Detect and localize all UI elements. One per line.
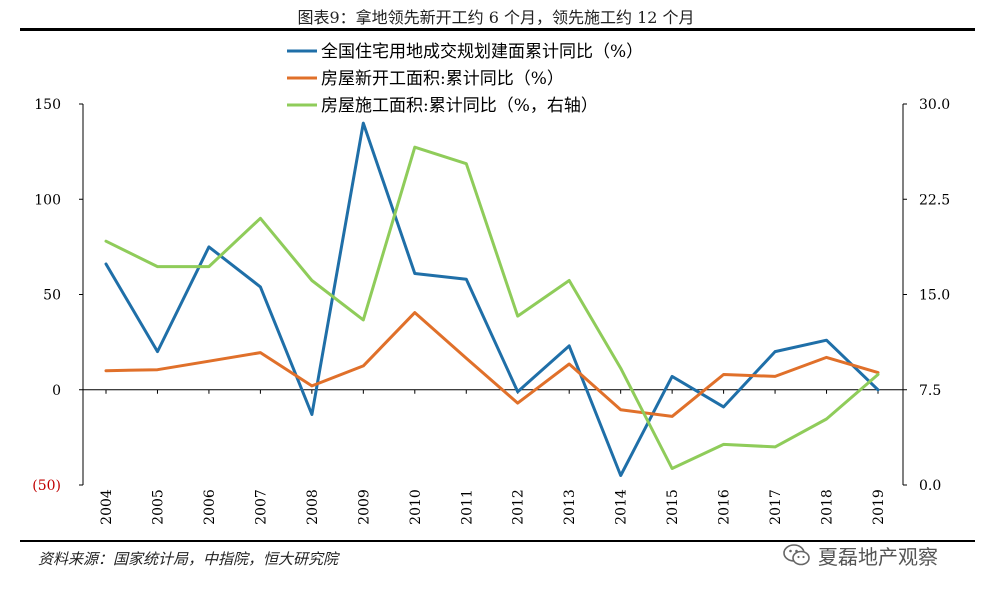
x-tick-label: 2005 xyxy=(150,489,166,525)
series-line-2 xyxy=(104,311,880,418)
bottom-rule xyxy=(20,540,975,542)
x-tick-label: 2014 xyxy=(614,489,630,525)
legend-label: 全国住宅用地成交规划建面累计同比（%） xyxy=(321,42,643,62)
source-note: 资料来源：国家统计局，中指院，恒大研究院 xyxy=(38,550,339,568)
x-tick-label: 2004 xyxy=(99,489,115,525)
left-tick-label: (50) xyxy=(32,478,61,494)
x-tick-label: 2018 xyxy=(820,489,836,525)
chart-title: 图表9：拿地领先新开工约 6 个月，领先施工约 12 个月 xyxy=(297,8,695,27)
watermark-text: 夏磊地产观察 xyxy=(818,544,938,569)
x-tick-label: 2017 xyxy=(768,489,784,525)
series-line-1 xyxy=(104,121,880,477)
x-tick-label: 2010 xyxy=(408,489,424,525)
right-tick-label: 22.5 xyxy=(919,192,950,208)
left-tick-label: 100 xyxy=(34,192,61,208)
watermark: 夏磊地产观察 xyxy=(782,540,938,570)
left-tick-label: 50 xyxy=(43,288,61,304)
top-rule xyxy=(20,28,975,31)
right-tick-label: 15.0 xyxy=(919,288,950,304)
left-tick-label: 150 xyxy=(34,97,61,113)
x-tick-label: 2012 xyxy=(511,489,527,525)
x-tick-label: 2008 xyxy=(305,489,321,525)
legend-label: 房屋新开工面积:累计同比（%） xyxy=(321,69,564,89)
x-tick-label: 2013 xyxy=(562,489,578,525)
series-line-3 xyxy=(104,145,880,470)
right-tick-label: 0.0 xyxy=(919,478,941,494)
right-tick-label: 7.5 xyxy=(919,383,941,399)
x-tick-label: 2019 xyxy=(871,489,887,525)
right-tick-label: 30.0 xyxy=(919,97,950,113)
legend-label: 房屋施工面积:累计同比（%，右轴） xyxy=(321,96,598,116)
wechat-icon xyxy=(783,544,810,566)
x-tick-label: 2007 xyxy=(253,489,269,525)
left-tick-label: 0 xyxy=(52,383,61,399)
x-tick-label: 2015 xyxy=(665,489,681,525)
x-tick-label: 2009 xyxy=(356,489,372,525)
x-tick-label: 2016 xyxy=(717,489,733,525)
x-tick-label: 2011 xyxy=(459,489,475,525)
x-tick-label: 2006 xyxy=(202,489,218,525)
